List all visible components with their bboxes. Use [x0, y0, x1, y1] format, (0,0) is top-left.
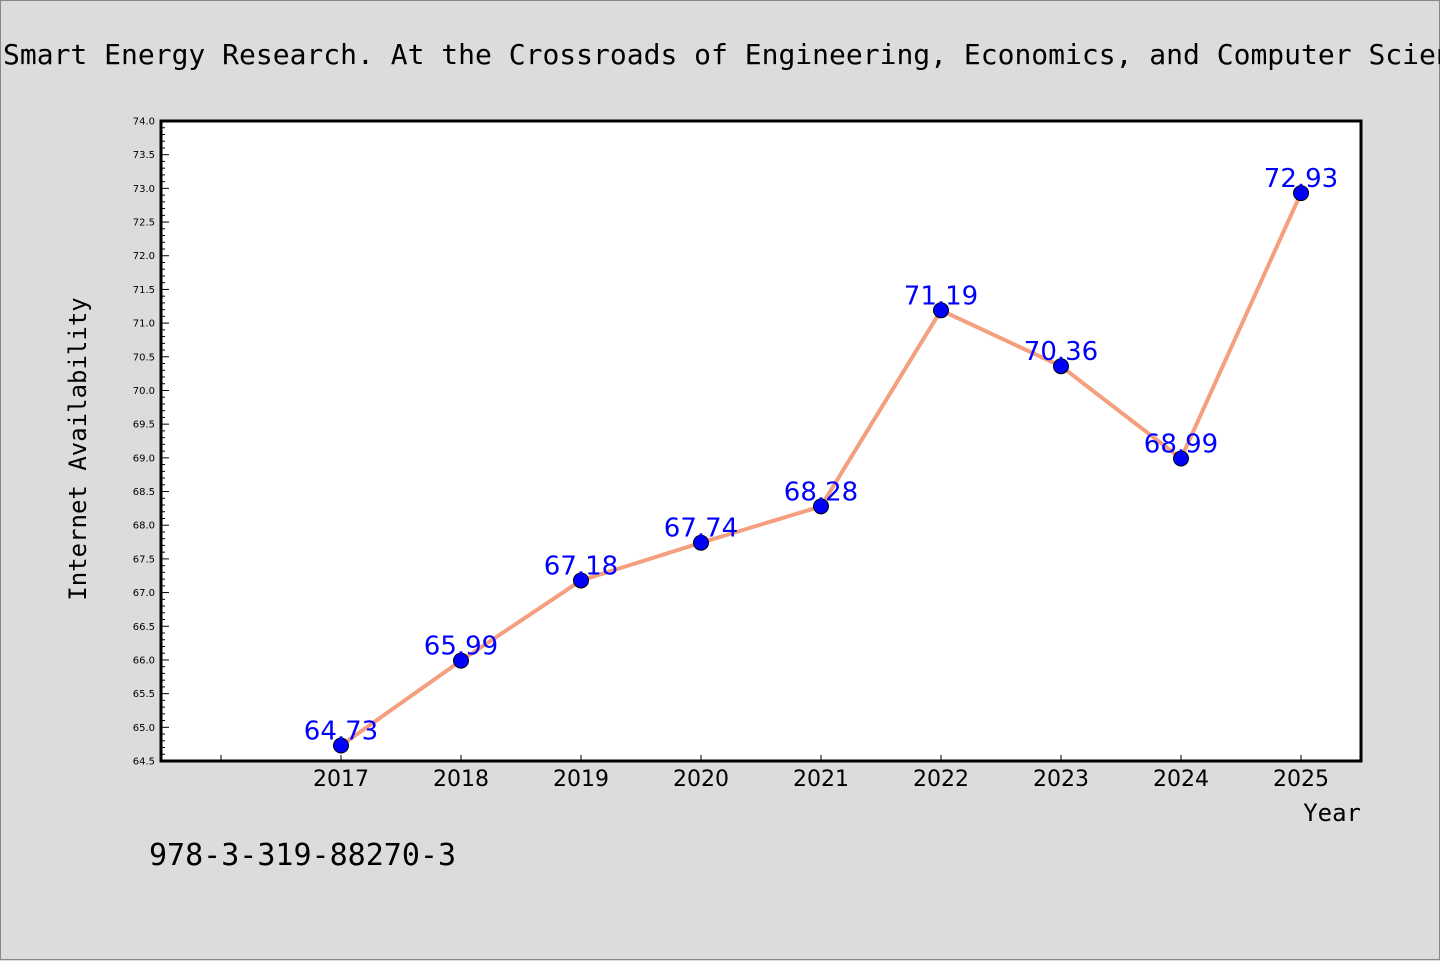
- y-tick-label: 71.5: [133, 285, 155, 296]
- y-tick-label: 72.5: [133, 218, 155, 229]
- data-point: [1053, 358, 1069, 375]
- x-tick-label: 2019: [553, 767, 609, 792]
- y-tick-label: 66.0: [133, 655, 155, 666]
- y-tick-label: 64.5: [133, 757, 155, 768]
- x-tick-label: 2020: [673, 767, 729, 792]
- x-axis-label: Year: [1303, 799, 1361, 827]
- chart-title: Smart Energy Research. At the Crossroads…: [3, 38, 1440, 71]
- data-label: 67.74: [664, 514, 738, 544]
- data-labels: 64.73 65.99 67.18 67.74 68.28 71.19 70.36 68.99…: [304, 164, 1338, 746]
- y-tick-label: 72.0: [133, 251, 155, 262]
- data-label: 68.99: [1144, 430, 1218, 460]
- y-tick-label: 68.5: [133, 487, 155, 498]
- y-axis-label: Internet Availability: [64, 297, 92, 600]
- data-label: 67.18: [544, 551, 618, 581]
- x-tick-label: 2021: [793, 767, 849, 792]
- series: [333, 185, 1309, 754]
- x-tick-label: 2023: [1033, 767, 1089, 792]
- y-tick-label: 74.0: [133, 117, 155, 128]
- footer-code: 978-3-319-88270-3: [149, 838, 456, 873]
- y-tick-label: 71.0: [133, 319, 155, 330]
- y-tick-label: 65.5: [133, 689, 155, 700]
- data-point: [1173, 450, 1189, 467]
- data-point: [813, 498, 829, 515]
- data-point: [453, 652, 469, 669]
- data-label: 71.19: [904, 281, 978, 311]
- y-tick-label: 70.5: [133, 352, 155, 363]
- x-tick-label: 2022: [913, 767, 969, 792]
- y-tick-label: 69.5: [133, 420, 155, 431]
- data-label: 70.36: [1024, 337, 1098, 367]
- y-tick-label: 73.5: [133, 150, 155, 161]
- y-tick-label: 69.0: [133, 453, 155, 464]
- x-tick-label: 2024: [1153, 767, 1209, 792]
- y-tick-label: 73.0: [133, 184, 155, 195]
- y-tick-label: 68.0: [133, 521, 155, 532]
- data-point: [573, 572, 589, 589]
- data-label: 72.93: [1264, 164, 1338, 194]
- x-tick-label: 2018: [433, 767, 489, 792]
- y-tick-label: 66.5: [133, 622, 155, 633]
- y-tick-label: 67.0: [133, 588, 155, 599]
- data-point: [333, 737, 349, 754]
- data-point: [693, 534, 709, 551]
- y-axis: 64.5 65.0 65.5 66.0 66.5 67.0 67.5 68.0 68.5 69.0…: [133, 117, 169, 768]
- data-label: 68.28: [784, 477, 858, 507]
- y-tick-label: 70.0: [133, 386, 155, 397]
- y-tick-label: 65.0: [133, 723, 155, 734]
- data-label: 65.99: [424, 632, 498, 662]
- data-point: [1293, 185, 1309, 202]
- data-point: [933, 302, 949, 319]
- x-axis: 2017 2018 2019 2020 2021 2022 2023 2024 2025: [220, 755, 1329, 792]
- x-tick-label: 2025: [1273, 767, 1329, 792]
- data-label: 64.73: [304, 717, 378, 747]
- y-tick-label: 67.5: [133, 554, 155, 565]
- x-tick-label: 2017: [313, 767, 369, 792]
